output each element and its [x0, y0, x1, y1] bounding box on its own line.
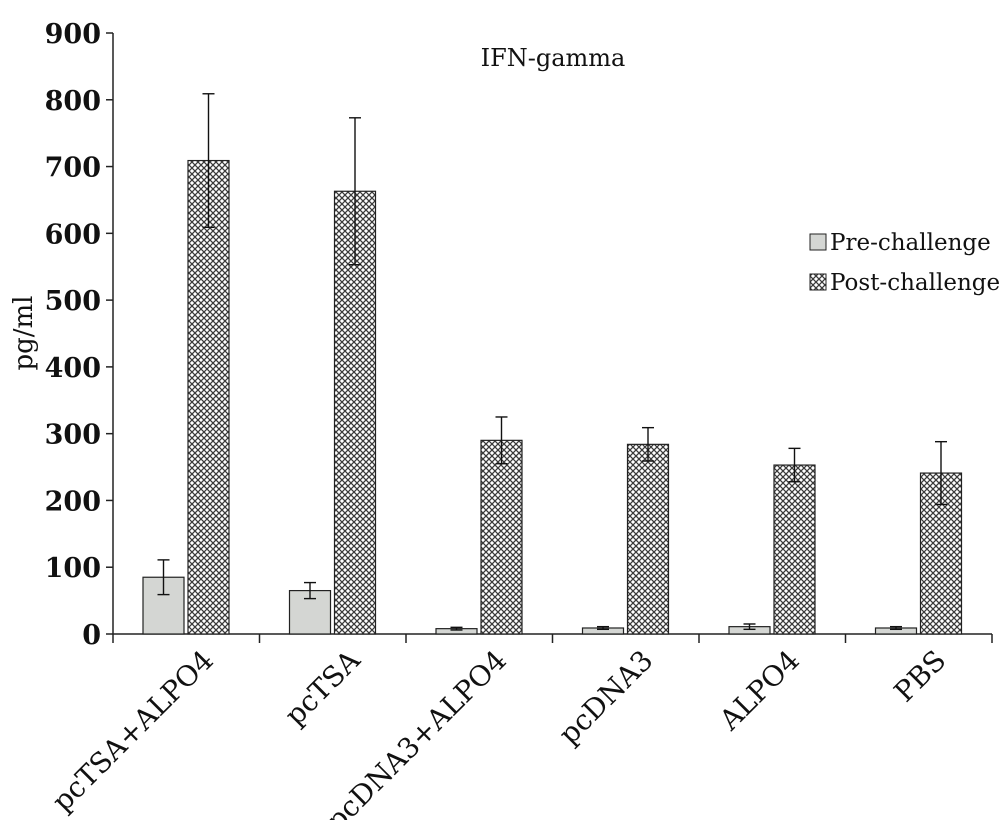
y-tick-label: 500 [45, 286, 101, 317]
legend: Pre-challenge Post-challenge [809, 230, 1000, 296]
x-category-label: ALPO4 [712, 644, 806, 738]
y-tick-label: 400 [45, 353, 101, 384]
y-tick-label: 900 [45, 19, 101, 50]
bar [626, 443, 670, 635]
y-tick-label: 200 [45, 486, 101, 517]
x-category-label: PBS [888, 644, 953, 709]
y-tick-label: 700 [45, 153, 101, 184]
legend-label: Pre-challenge [830, 230, 991, 256]
x-category-label: pcDNA3 [552, 644, 659, 751]
y-tick-label: 600 [45, 219, 101, 250]
y-tick-label: 800 [45, 86, 101, 117]
legend-swatch [809, 273, 827, 291]
y-tick-label: 300 [45, 420, 101, 451]
y-axis-title: pg/ml [9, 295, 39, 370]
bar [187, 159, 230, 635]
y-tick-label: 100 [45, 553, 101, 584]
bar [480, 439, 523, 635]
x-category-label: pcTSA+ALPO4 [46, 644, 220, 818]
bar [773, 464, 816, 635]
chart-title: IFN-gamma [481, 44, 626, 72]
x-category-label: pcTSA [278, 643, 367, 732]
legend-label: Post-challenge [830, 270, 1000, 296]
plot-area: 0 100 200 300 400 500 600 700 800 900 pcTSA+ALPO4 p… [45, 19, 993, 820]
legend-swatch [809, 233, 827, 251]
y-tick-label: 0 [82, 620, 101, 651]
